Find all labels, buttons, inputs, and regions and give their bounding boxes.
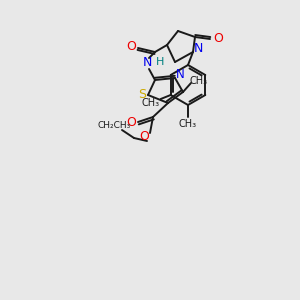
Text: N: N (142, 56, 152, 68)
Text: N: N (176, 68, 184, 82)
Text: O: O (213, 32, 223, 44)
Text: O: O (139, 130, 149, 143)
Text: O: O (126, 116, 136, 130)
Text: O: O (126, 40, 136, 53)
Text: S: S (138, 88, 146, 101)
Text: CH₃: CH₃ (190, 76, 208, 86)
Text: CH₃: CH₃ (142, 98, 160, 108)
Text: CH₂CH₃: CH₂CH₃ (98, 121, 130, 130)
Text: CH₃: CH₃ (179, 119, 197, 129)
Text: N: N (193, 43, 203, 56)
Text: H: H (156, 57, 164, 67)
